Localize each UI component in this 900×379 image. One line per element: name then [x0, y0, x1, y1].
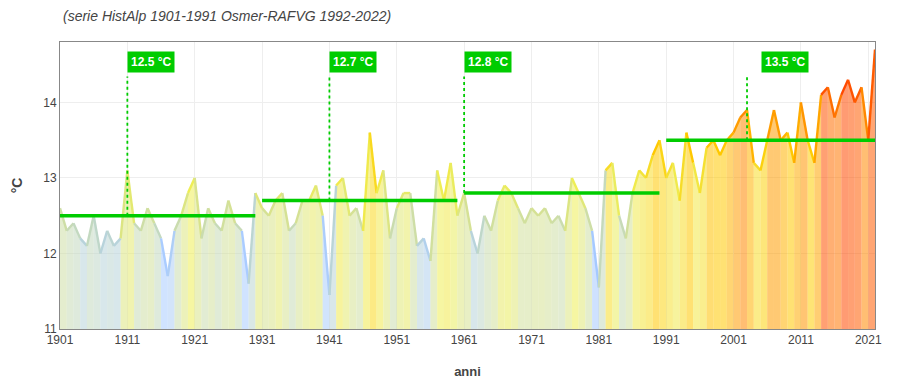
- svg-text:1991: 1991: [653, 333, 680, 347]
- svg-text:12.8 °C: 12.8 °C: [468, 55, 508, 69]
- svg-text:1971: 1971: [518, 333, 545, 347]
- svg-text:(serie HistAlp 1901-1991 Osmer: (serie HistAlp 1901-1991 Osmer-RAFVG 199…: [63, 8, 391, 24]
- svg-text:1901: 1901: [47, 333, 74, 347]
- svg-text:1941: 1941: [316, 333, 343, 347]
- svg-text:13.5 °C: 13.5 °C: [765, 55, 805, 69]
- svg-text:11: 11: [44, 322, 57, 336]
- svg-text:14: 14: [43, 96, 57, 110]
- svg-text:1921: 1921: [181, 333, 208, 347]
- svg-text:1911: 1911: [114, 333, 140, 347]
- svg-text:2021: 2021: [855, 333, 882, 347]
- svg-text:2001: 2001: [720, 333, 747, 347]
- svg-text:1951: 1951: [383, 333, 410, 347]
- svg-text:°C: °C: [9, 178, 25, 194]
- svg-text:1981: 1981: [585, 333, 612, 347]
- svg-text:1961: 1961: [451, 333, 478, 347]
- svg-text:anni: anni: [454, 364, 481, 379]
- svg-text:2011: 2011: [788, 333, 814, 347]
- svg-text:12.5 °C: 12.5 °C: [131, 55, 171, 69]
- svg-text:13: 13: [43, 171, 57, 185]
- svg-text:12.7 °C: 12.7 °C: [333, 55, 373, 69]
- svg-text:1931: 1931: [249, 333, 276, 347]
- svg-text:12: 12: [43, 247, 57, 261]
